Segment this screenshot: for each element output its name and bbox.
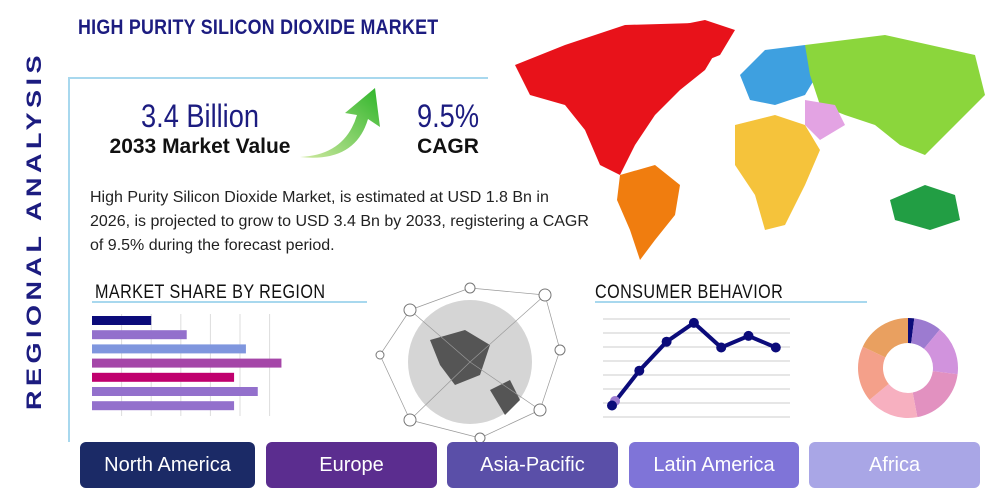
heading-rule bbox=[595, 301, 867, 303]
donut-slice bbox=[911, 318, 940, 349]
frame-top bbox=[68, 77, 488, 79]
market-value-label: 2033 Market Value bbox=[109, 135, 291, 158]
donut-slice bbox=[908, 318, 915, 344]
data-point bbox=[634, 365, 645, 376]
map-africa bbox=[735, 115, 820, 230]
donut-slice bbox=[869, 383, 918, 418]
map-middle-east bbox=[805, 100, 845, 140]
data-point bbox=[661, 336, 672, 347]
map-greenland bbox=[655, 20, 735, 65]
donut-slice bbox=[912, 371, 958, 418]
region-button-latin-america[interactable]: Latin America bbox=[629, 442, 799, 488]
donut-slice bbox=[858, 346, 889, 400]
region-button-africa[interactable]: Africa bbox=[809, 442, 980, 488]
page-title: HIGH PURITY SILICON DIOXIDE MARKET bbox=[78, 16, 439, 39]
consumer-heading: CONSUMER BEHAVIOR bbox=[595, 282, 784, 303]
bar bbox=[92, 372, 235, 382]
bar bbox=[92, 330, 187, 340]
bar bbox=[92, 401, 235, 411]
bar bbox=[92, 344, 246, 354]
market-share-bar-chart bbox=[92, 314, 282, 416]
bar bbox=[92, 387, 258, 396]
market-value: 3.4 Billion bbox=[141, 98, 259, 134]
map-north-america bbox=[515, 23, 720, 175]
consumer-line-chart bbox=[603, 317, 790, 418]
cagr-label: CAGR bbox=[417, 135, 479, 158]
frame-left bbox=[68, 77, 70, 442]
globe-network-icon bbox=[375, 282, 566, 444]
donut-slice bbox=[862, 318, 908, 358]
consumer-donut-chart bbox=[858, 318, 958, 418]
data-point bbox=[607, 400, 617, 411]
bar bbox=[92, 358, 282, 368]
data-point bbox=[770, 342, 781, 353]
map-australia bbox=[890, 185, 960, 230]
data-point bbox=[743, 330, 754, 341]
market-share-heading: MARKET SHARE BY REGION bbox=[95, 282, 326, 303]
donut-slice bbox=[923, 329, 958, 375]
bar bbox=[92, 316, 152, 325]
world-map bbox=[515, 20, 985, 260]
region-button-asia-pacific[interactable]: Asia-Pacific bbox=[447, 442, 618, 488]
data-point bbox=[716, 342, 727, 353]
growth-arrow-icon bbox=[300, 88, 380, 158]
heading-rule bbox=[92, 301, 367, 303]
region-button-europe[interactable]: Europe bbox=[266, 442, 437, 488]
map-asia bbox=[805, 35, 985, 155]
side-label: REGIONAL ANALYSIS bbox=[22, 50, 46, 410]
map-europe bbox=[740, 45, 820, 105]
region-button-north-america[interactable]: North America bbox=[80, 442, 255, 488]
description: High Purity Silicon Dioxide Market, is e… bbox=[90, 189, 589, 254]
map-south-america bbox=[617, 165, 680, 260]
data-point bbox=[688, 317, 699, 328]
cagr-value: 9.5% bbox=[417, 98, 479, 134]
